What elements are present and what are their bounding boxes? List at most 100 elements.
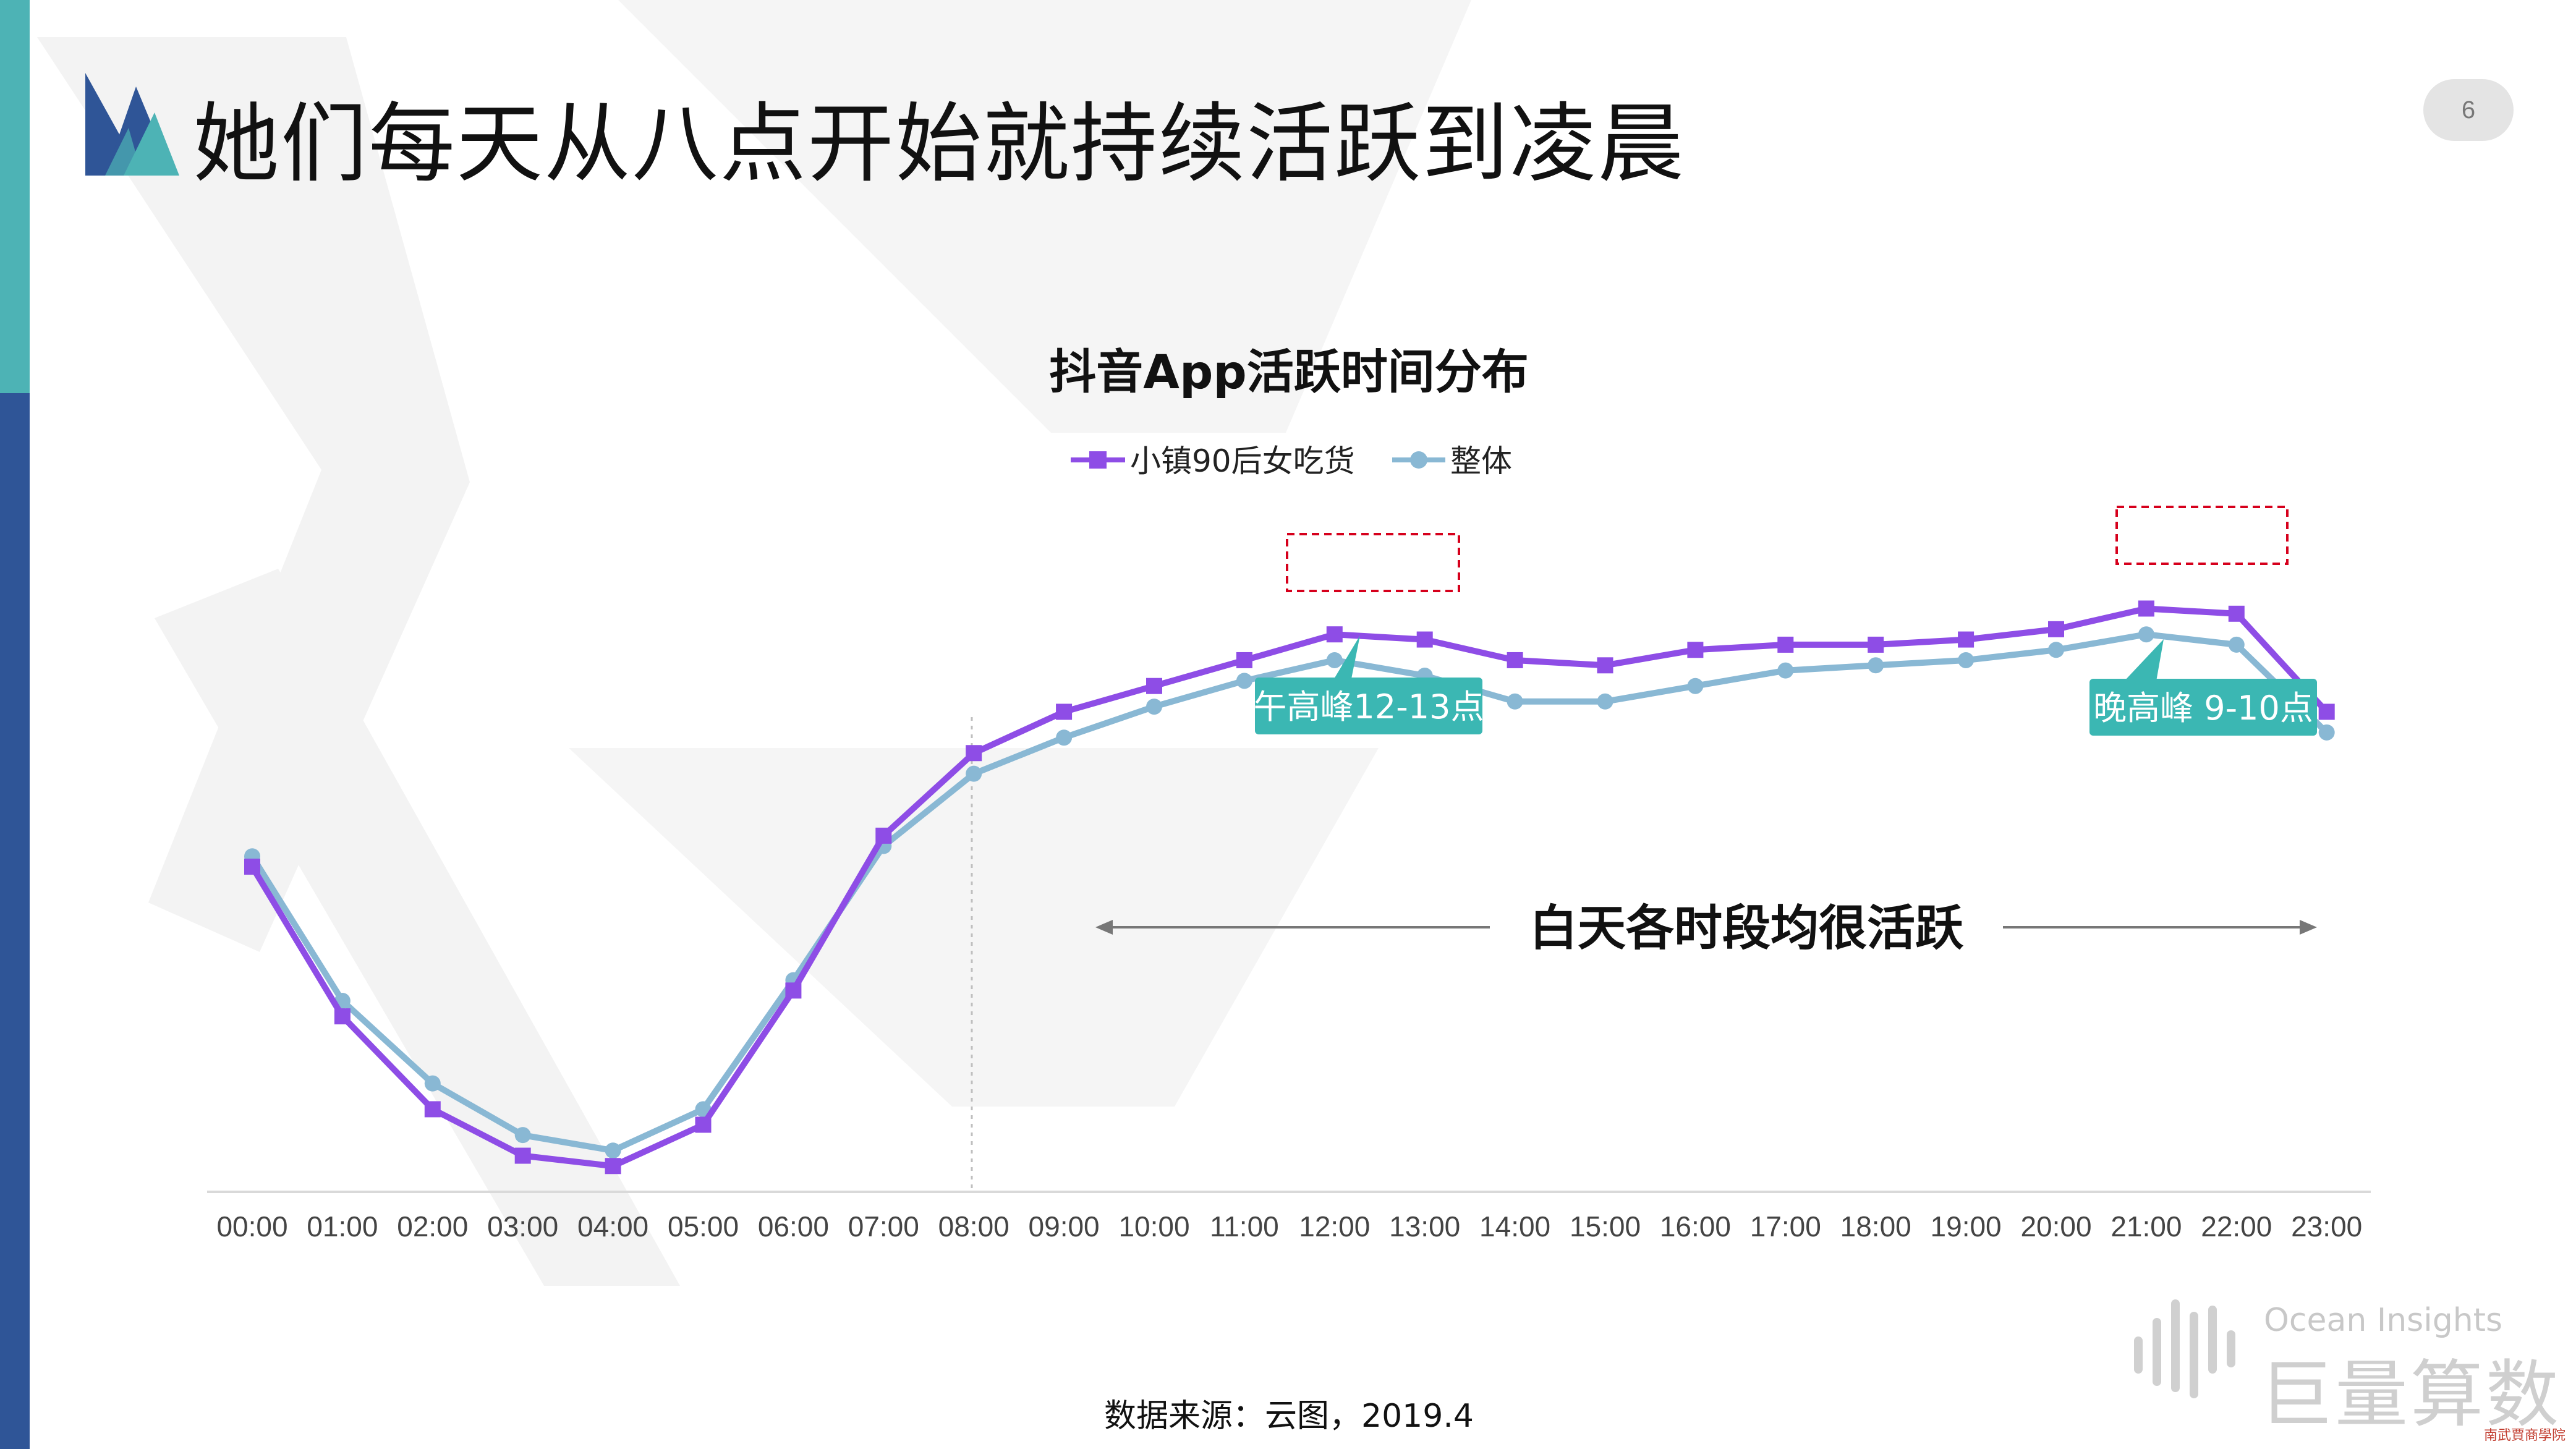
chart-title: 抖音App活跃时间分布 (1049, 344, 1529, 399)
noon-peak-highlight-box (1286, 533, 1460, 592)
data-point-overall (2318, 724, 2335, 741)
x-tick-label: 03:00 (487, 1210, 558, 1243)
data-point-overall (2228, 636, 2245, 653)
ocean-insights-watermark-icon (2134, 1299, 2235, 1398)
data-point-overall (2138, 626, 2154, 643)
x-tick-label: 15:00 (1570, 1210, 1641, 1243)
noon-peak-label: 午高峰12-13点 (1254, 687, 1484, 726)
x-tick-label: 05:00 (668, 1210, 739, 1243)
arrowhead-left (1095, 920, 1113, 935)
data-point-overall (1777, 662, 1794, 679)
watermark-english: Ocean Insights (2264, 1302, 2503, 1339)
left-accent-bar-navy (0, 393, 30, 1449)
legend-marker-secondary (1410, 451, 1427, 469)
callout-box (2089, 679, 2317, 736)
callout-pointer (2124, 639, 2164, 681)
data-point-small-town (2318, 703, 2335, 720)
data-point-small-town (1687, 642, 1704, 658)
data-point-small-town (424, 1101, 441, 1118)
page-number-badge: 6 (2423, 79, 2514, 141)
x-tick-label: 10:00 (1118, 1210, 1189, 1243)
data-point-overall (2048, 642, 2064, 658)
data-point-small-town (2048, 621, 2064, 637)
data-point-small-town (966, 745, 982, 762)
x-tick-label: 16:00 (1660, 1210, 1731, 1243)
left-accent-bar-teal (0, 0, 30, 393)
x-axis-tick-labels: 00:00 01:00 02:00 03:00 04:00 05:00 06:00 07:00… (216, 1210, 2362, 1243)
x-tick-label: 11:00 (1210, 1210, 1279, 1243)
x-tick-label: 20:00 (2020, 1210, 2091, 1243)
data-point-overall (605, 1142, 621, 1159)
page-title: 她们每天从八点开始就持续活跃到凌晨 (193, 94, 1686, 195)
x-tick-label: 06:00 (758, 1210, 829, 1243)
data-point-overall (1326, 652, 1343, 668)
data-point-small-town (1236, 652, 1252, 668)
data-point-overall (1236, 673, 1252, 689)
data-point-small-town (1958, 631, 1975, 648)
bg-chevron-shape (569, 748, 1379, 1107)
bg-chevron-shape (155, 569, 680, 1286)
legend-label-primary: 小镇90后女吃货 (1130, 443, 1355, 479)
data-point-overall (1507, 693, 1523, 710)
data-point-overall (966, 765, 982, 782)
data-point-overall (1958, 652, 1975, 668)
evening-peak-label: 晚高峰 9-10点 (2093, 689, 2313, 728)
data-point-overall (1868, 657, 1884, 674)
x-tick-label: 01:00 (307, 1210, 378, 1243)
callout-box (1255, 678, 1482, 734)
x-tick-label: 14:00 (1479, 1210, 1550, 1243)
x-tick-label: 04:00 (577, 1210, 648, 1243)
x-tick-label: 19:00 (1931, 1210, 2002, 1243)
series-markers-small-town (244, 600, 2335, 1175)
data-point-small-town (244, 858, 260, 875)
x-tick-label: 00:00 (216, 1210, 287, 1243)
data-point-small-town (1507, 652, 1523, 668)
legend-marker-primary (1089, 451, 1107, 469)
x-tick-label: 02:00 (397, 1210, 468, 1243)
data-point-small-town (875, 827, 892, 844)
x-tick-label: 18:00 (1840, 1210, 1911, 1243)
data-point-small-town (2138, 600, 2154, 617)
data-point-overall (1146, 699, 1162, 715)
data-point-small-town (334, 1008, 351, 1025)
arrowhead-right (2300, 920, 2317, 935)
brand-logo-icon (85, 73, 179, 176)
series-markers-overall (244, 626, 2335, 1159)
data-point-small-town (514, 1147, 531, 1164)
evening-peak-callout: 晚高峰 9-10点 (2089, 639, 2317, 736)
data-point-small-town (1326, 626, 1343, 643)
x-tick-label: 21:00 (2111, 1210, 2182, 1243)
data-source-note: 数据来源：云图，2019.4 (1104, 1398, 1474, 1435)
chart-legend: 小镇90后女吃货 整体 (1071, 443, 1512, 479)
data-point-overall (424, 1075, 441, 1092)
data-point-overall (1056, 729, 1073, 746)
x-tick-label: 17:00 (1750, 1210, 1821, 1243)
data-point-small-town (1416, 631, 1433, 648)
evening-peak-highlight-box (2115, 506, 2289, 565)
data-point-overall (1597, 693, 1613, 710)
x-tick-label: 22:00 (2201, 1210, 2272, 1243)
data-point-small-town (1868, 636, 1884, 653)
x-tick-label: 07:00 (848, 1210, 919, 1243)
x-tick-label: 13:00 (1389, 1210, 1460, 1243)
x-tick-label: 08:00 (938, 1210, 1010, 1243)
noon-peak-callout: 午高峰12-13点 (1254, 635, 1484, 734)
x-tick-label: 23:00 (2291, 1210, 2362, 1243)
data-point-small-town (1777, 636, 1794, 653)
data-point-small-town (1146, 678, 1162, 694)
x-tick-label: 09:00 (1029, 1210, 1100, 1243)
daytime-range-annotation: 白天各时段均很活跃 (1095, 901, 2317, 956)
callout-pointer (1334, 635, 1360, 679)
data-point-small-town (785, 982, 802, 999)
data-point-overall (514, 1127, 531, 1144)
data-point-small-town (605, 1158, 621, 1175)
daytime-note: 白天各时段均很活跃 (1529, 901, 1964, 956)
data-point-small-town (2228, 605, 2245, 622)
legend-label-secondary: 整体 (1450, 443, 1512, 479)
series-line-overall (249, 631, 2329, 1154)
watermark-chinese: 巨量算数 (2259, 1352, 2562, 1437)
data-point-small-town (1597, 657, 1613, 674)
series-line-small-town (249, 605, 2329, 1170)
